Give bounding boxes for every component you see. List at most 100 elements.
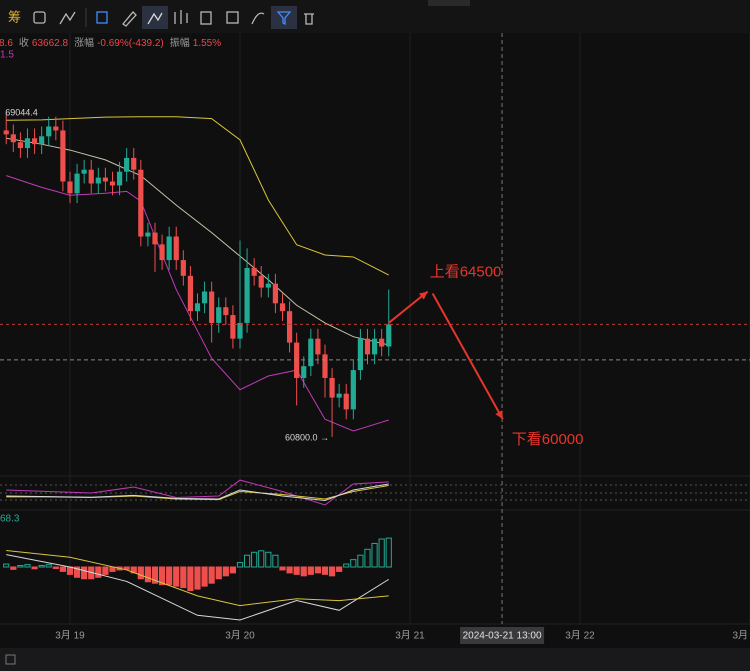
macd-bar — [215, 566, 222, 580]
icon[interactable] — [200, 11, 212, 25]
macd-bar — [38, 565, 45, 568]
candle-body — [166, 236, 172, 261]
macd-bar — [286, 566, 293, 574]
candle-body — [230, 315, 236, 339]
macd-bar — [236, 562, 244, 568]
icon[interactable] — [251, 12, 265, 25]
macd-bar — [378, 538, 385, 568]
candle-body — [237, 322, 243, 339]
candle-body — [371, 338, 378, 355]
candle-body — [315, 338, 321, 355]
candle-body — [308, 338, 314, 367]
macd-bar — [243, 554, 251, 568]
x-tick-label: 3月 19 — [55, 630, 85, 642]
toolbar-tab — [428, 0, 470, 6]
macd-bar — [123, 566, 130, 570]
candle-body — [31, 138, 38, 145]
x-tick-label: 3月 — [732, 630, 748, 642]
icon[interactable] — [304, 13, 314, 25]
candle-body — [350, 370, 356, 410]
info-label: 涨幅 — [74, 38, 95, 49]
series-line — [6, 550, 389, 607]
macd-bar — [45, 564, 52, 568]
candle-body — [81, 169, 87, 174]
macd-bar — [158, 566, 166, 586]
macd-bar — [222, 566, 229, 577]
icon-active[interactable] — [142, 6, 168, 29]
macd-bar — [144, 566, 152, 583]
macd-bar — [3, 563, 10, 568]
x-tick-label: 3月 21 — [395, 630, 425, 642]
macd-bar — [59, 566, 67, 572]
candle-body — [258, 275, 264, 288]
icon[interactable] — [226, 11, 239, 24]
icon[interactable] — [33, 11, 46, 24]
candle-body — [39, 136, 45, 145]
annotation-arrow — [431, 292, 504, 420]
candle-body — [187, 275, 194, 312]
macd-bar — [321, 566, 329, 575]
candle-body — [180, 260, 186, 276]
macd-bar — [102, 566, 109, 575]
candle-body — [364, 338, 371, 355]
macd-bar — [166, 566, 173, 586]
candle-body — [46, 126, 52, 137]
candle-body — [336, 393, 342, 398]
annotation-text: 下看60000 — [512, 431, 584, 448]
candle-body — [74, 173, 80, 194]
macd-value: 68.3 — [0, 514, 20, 525]
macd-bar — [328, 566, 336, 577]
macd-bar — [300, 566, 307, 577]
icon[interactable] — [174, 10, 188, 24]
candle-body — [152, 232, 158, 245]
macd-bar — [201, 566, 208, 587]
status-icon[interactable] — [5, 654, 16, 665]
candle-body — [53, 126, 59, 131]
macd-bar — [17, 565, 24, 568]
macd-bar — [95, 566, 102, 578]
macd-bar — [137, 566, 144, 580]
low-label: 60800.0 → — [285, 432, 329, 442]
macd-bar — [81, 566, 88, 580]
candle-body — [194, 303, 201, 312]
macd-bar — [73, 566, 81, 578]
icon[interactable] — [276, 11, 292, 26]
candle-body — [173, 236, 179, 261]
macd-bar — [52, 566, 59, 569]
icon[interactable] — [59, 11, 76, 25]
icon[interactable] — [147, 12, 163, 25]
series-line — [6, 137, 389, 346]
macd-bar — [66, 566, 74, 575]
candle-body — [216, 307, 222, 323]
candle-body — [3, 130, 9, 135]
toolbar-label[interactable]: 筹 — [8, 9, 21, 24]
series-line — [6, 483, 389, 502]
info-value: 1.55% — [192, 38, 222, 49]
macd-bar — [180, 566, 187, 589]
candle-body — [95, 177, 101, 184]
candle-body — [24, 138, 31, 149]
series-line — [6, 554, 390, 621]
info-value: -0.69%(-439.2) — [97, 38, 164, 49]
toolbar-icons — [33, 6, 314, 29]
icon-active[interactable] — [271, 6, 297, 29]
status-bar — [0, 648, 750, 671]
info-line: 8.6 收 63662.8 涨幅 -0.69%(-439.2) 振幅 1.55% — [0, 34, 227, 49]
candle-body — [17, 142, 24, 149]
candle-body — [329, 377, 335, 398]
macd-bar — [343, 563, 350, 568]
macd-bar — [371, 542, 378, 568]
x-tick-label: 3月 20 — [225, 630, 255, 642]
icon[interactable] — [122, 11, 137, 27]
candle-body — [88, 169, 94, 184]
annotation-arrow — [388, 290, 429, 324]
candle-body — [322, 354, 328, 378]
macd-bar — [229, 566, 237, 574]
arrow-head — [495, 410, 503, 420]
icon[interactable] — [96, 11, 108, 24]
candle-body — [244, 267, 250, 323]
macd-bar — [10, 566, 17, 570]
macd-bar — [24, 564, 31, 568]
candle-body — [251, 267, 257, 276]
